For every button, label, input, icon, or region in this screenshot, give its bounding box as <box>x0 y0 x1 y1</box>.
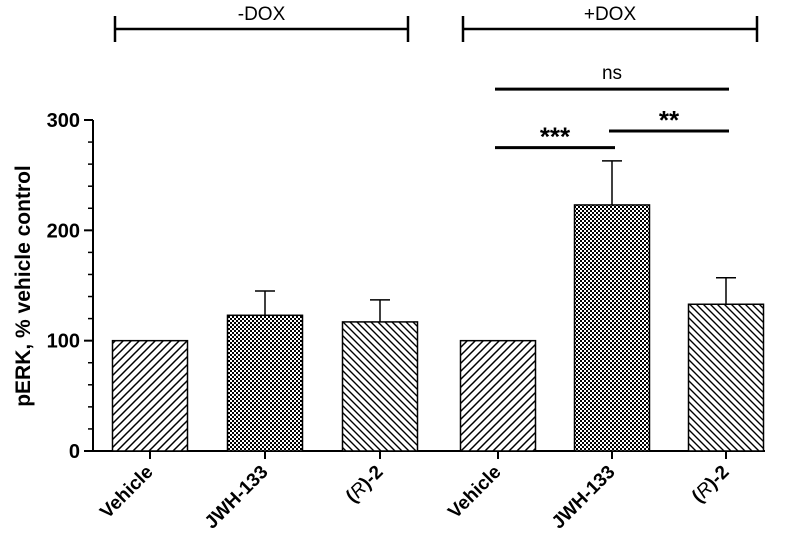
y-tick-label: 200 <box>47 220 80 242</box>
group-label: +DOX <box>584 4 637 25</box>
x-tick-label-part: JWH-133 <box>548 462 620 534</box>
x-tick-label-part: JWH-133 <box>201 462 273 534</box>
x-tick-label-part: Vehicle <box>96 462 157 523</box>
x-tick-label: JWH-133 <box>548 462 620 534</box>
group-label: -DOX <box>238 4 286 25</box>
significance-label: *** <box>540 122 571 152</box>
x-tick-label: Vehicle <box>444 462 505 523</box>
axes: 0 100 200 300 <box>47 110 765 463</box>
y-tick-label: 0 <box>69 441 80 463</box>
x-tick-label: Vehicle <box>96 462 157 523</box>
y-tick-label: 100 <box>47 331 80 353</box>
bar <box>459 339 537 452</box>
bar <box>111 339 189 452</box>
y-axis-title: pERK, % vehicle control <box>12 165 35 407</box>
error-bars <box>255 160 736 322</box>
bar <box>341 321 419 452</box>
x-tick-label-part: Vehicle <box>444 462 505 523</box>
significance-label: ** <box>659 105 680 135</box>
x-tick-label: JWH-133 <box>201 462 273 534</box>
significance-brackets: *****ns <box>495 63 729 152</box>
x-tick-label: (R)-2 <box>688 462 733 507</box>
significance-label: ns <box>602 63 622 84</box>
bar <box>226 314 304 452</box>
bar <box>687 303 765 452</box>
bar <box>573 204 651 452</box>
x-tick-labels: Vehicle JWH-133 (R)-2 Vehicle JWH-133 (R)-2 <box>96 462 733 534</box>
x-tick-label: (R)-2 <box>342 462 387 507</box>
group-brackets: -DOX +DOX <box>113 4 759 42</box>
bars <box>111 204 765 452</box>
y-tick-label: 300 <box>47 110 80 132</box>
